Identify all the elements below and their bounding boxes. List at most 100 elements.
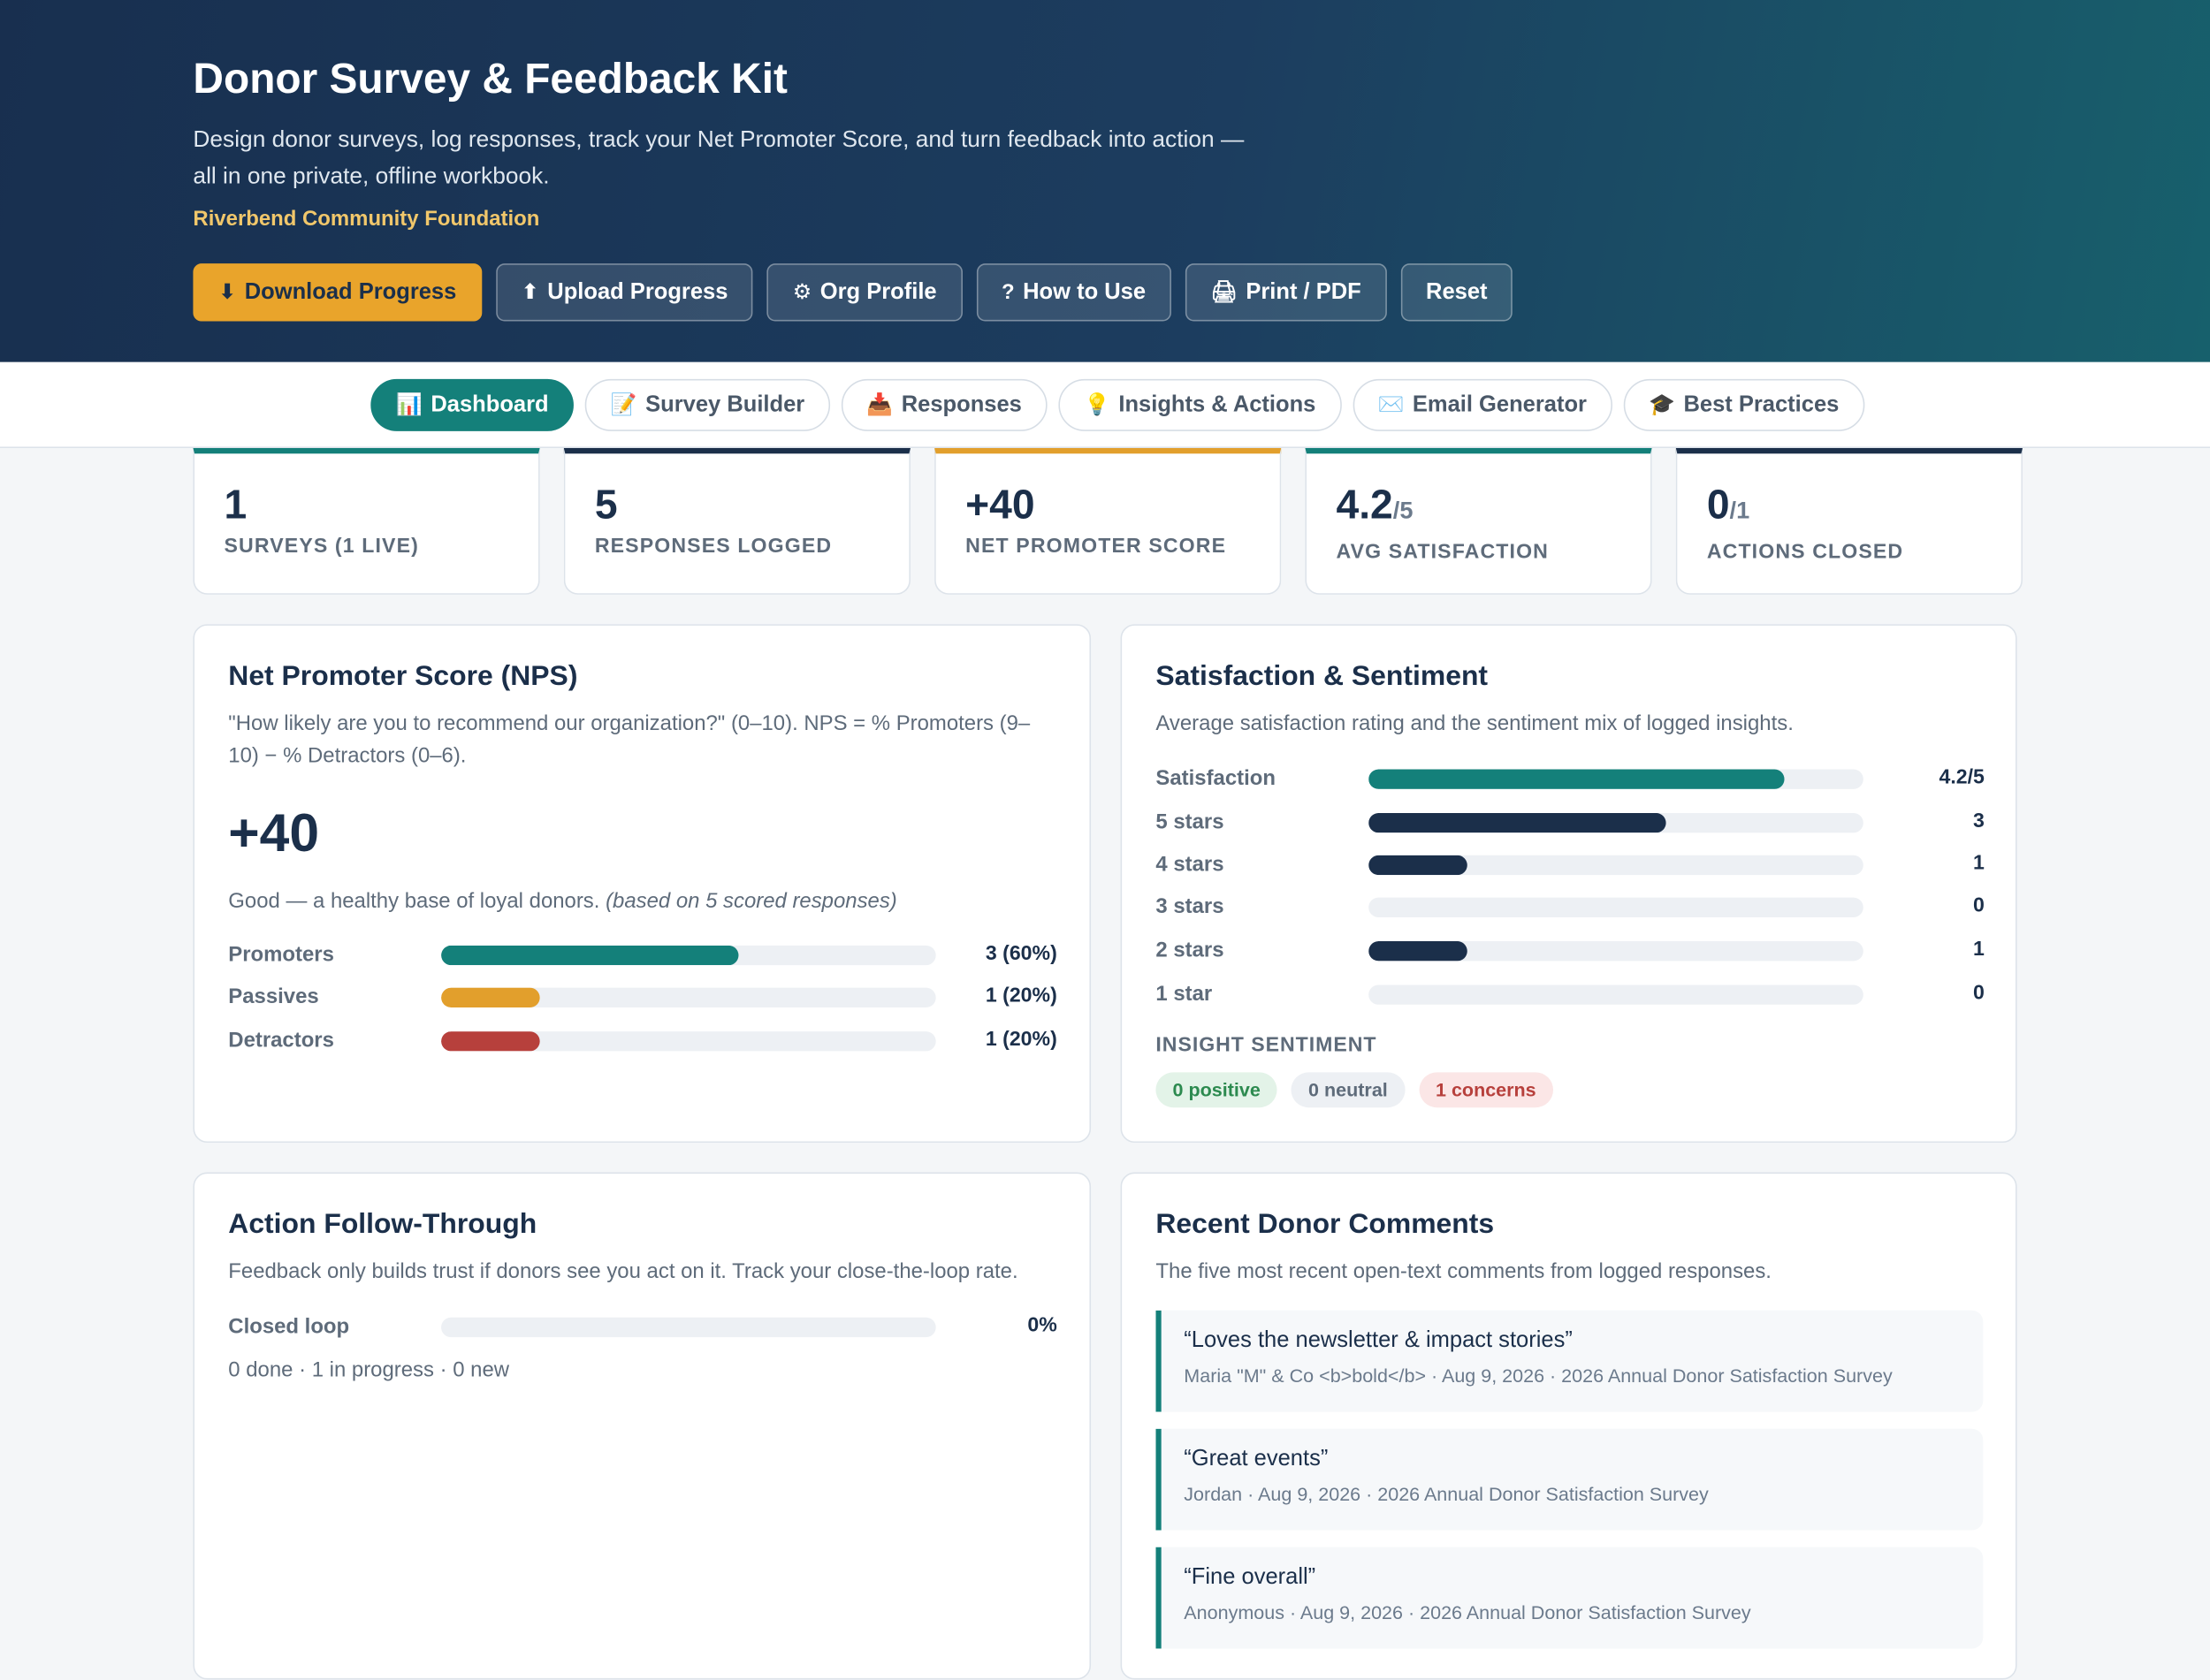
kpi-value: 4.2	[1336, 483, 1393, 528]
satisfaction-description: Average satisfaction rating and the sent…	[1155, 711, 1794, 736]
bar-value: 4.2/5	[1939, 766, 1985, 789]
kpi-label: AVG SATISFACTION	[1336, 541, 1549, 564]
how-to-use-button[interactable]: ? How to Use	[976, 263, 1171, 322]
kpi-value: +40	[965, 483, 1035, 528]
lightbulb-icon: 💡	[1084, 392, 1110, 417]
action-row-closed-loop: Closed loop 0%	[228, 1311, 1057, 1342]
tab-label: Insights & Actions	[1118, 392, 1316, 417]
org-profile-button[interactable]: ⚙ Org Profile	[767, 263, 963, 322]
nps-panel: Net Promoter Score (NPS) "How likely are…	[193, 624, 1092, 1144]
nps-summary: Good — a healthy base of loyal donors. (…	[228, 889, 896, 913]
action-panel: Action Follow-Through Feedback only buil…	[193, 1172, 1092, 1680]
kpi-actions-closed: 0/1 ACTIONS CLOSED	[1675, 448, 2023, 595]
comment-meta: Anonymous · Aug 9, 2026 · 2026 Annual Do…	[1184, 1601, 1751, 1623]
nps-score: +40	[228, 804, 320, 864]
nps-row-detractors: Detractors 1 (20%)	[228, 1024, 1057, 1055]
action-title: Action Follow-Through	[228, 1208, 537, 1241]
comment-text: “Great events”	[1184, 1447, 1329, 1471]
nps-row-passives: Passives 1 (20%)	[228, 981, 1057, 1012]
bar-fill	[1368, 855, 1468, 876]
tab-email-generator[interactable]: ✉️ Email Generator	[1352, 378, 1612, 431]
bar-track	[1368, 897, 1863, 917]
comment-text: “Loves the newsletter & impact stories”	[1184, 1328, 1573, 1353]
kpi-label: ACTIONS CLOSED	[1706, 541, 1904, 564]
sentiment-pills: 0 positive 0 neutral 1 concerns	[1155, 1072, 1553, 1108]
comment-text: “Fine overall”	[1184, 1565, 1316, 1590]
comments-list: “Loves the newsletter & impact stories” …	[1155, 1310, 1984, 1649]
question-icon: ?	[1001, 280, 1015, 305]
comment-meta: Jordan · Aug 9, 2026 · 2026 Annual Donor…	[1184, 1483, 1709, 1505]
bar-fill	[1368, 769, 1785, 789]
how-to-use-label: How to Use	[1023, 279, 1147, 304]
header-actions: ⬇ Download Progress ⬆ Upload Progress ⚙ …	[193, 263, 1513, 322]
nps-row-promoters: Promoters 3 (60%)	[228, 939, 1057, 969]
nps-title: Net Promoter Score (NPS)	[228, 660, 578, 692]
memo-icon: 📝	[610, 392, 637, 417]
print-pdf-button[interactable]: 🖨 Print / PDF	[1185, 263, 1387, 322]
bar-label: 5 stars	[1155, 809, 1224, 834]
satisfaction-row-average: Satisfaction 4.2/5	[1155, 763, 1985, 794]
tab-label: Dashboard	[431, 392, 549, 417]
gear-icon: ⚙	[792, 280, 812, 305]
bar-value: 3	[1973, 810, 1985, 833]
tab-bar: 📊 Dashboard 📝 Survey Builder 📥 Responses…	[0, 361, 2210, 449]
bar-fill	[441, 945, 738, 966]
kpi-responses: 5 RESPONSES LOGGED	[563, 448, 911, 595]
nps-description: "How likely are you to recommend our org…	[228, 711, 1031, 768]
kpi-value: 0	[1706, 483, 1730, 528]
tab-responses[interactable]: 📥 Responses	[841, 378, 1048, 431]
satisfaction-row-4-stars: 4 stars 1	[1155, 848, 1985, 879]
bar-track	[441, 945, 936, 966]
tab-insights-actions[interactable]: 💡 Insights & Actions	[1058, 378, 1342, 431]
tab-best-practices[interactable]: 🎓 Best Practices	[1623, 378, 1865, 431]
bar-value: 0	[1973, 982, 1985, 1005]
sentiment-label: INSIGHT SENTIMENT	[1155, 1034, 1377, 1057]
tab-label: Email Generator	[1412, 392, 1587, 417]
kpi-satisfaction: 4.2/5 AVG SATISFACTION	[1305, 448, 1652, 595]
upload-icon: ⬆	[521, 280, 539, 305]
reset-button[interactable]: Reset	[1400, 263, 1513, 322]
chart-icon: 📊	[396, 392, 423, 417]
envelope-icon: ✉️	[1377, 392, 1405, 417]
tab-dashboard[interactable]: 📊 Dashboard	[370, 378, 575, 431]
action-counts: 0 done · 1 in progress · 0 new	[228, 1358, 510, 1383]
tab-survey-builder[interactable]: 📝 Survey Builder	[585, 378, 830, 431]
org-profile-label: Org Profile	[819, 279, 937, 304]
bar-track	[441, 987, 936, 1007]
tab-label: Best Practices	[1683, 392, 1840, 417]
bar-value: 1 (20%)	[985, 984, 1057, 1007]
bar-value: 0	[1973, 894, 1985, 917]
bar-track	[1368, 984, 1863, 1005]
kpi-label: RESPONSES LOGGED	[594, 535, 833, 559]
kpi-nps: +40 NET PROMOTER SCORE	[934, 448, 1282, 595]
satisfaction-panel: Satisfaction & Sentiment Average satisfa…	[1120, 624, 2017, 1144]
bar-track	[1368, 941, 1863, 962]
sentiment-concerns-badge: 1 concerns	[1418, 1072, 1553, 1108]
printer-icon: 🖨	[1210, 280, 1238, 305]
org-name: Riverbend Community Foundation	[193, 207, 540, 232]
bar-track	[1368, 769, 1863, 789]
bar-fill	[441, 987, 540, 1007]
kpi-suffix: /1	[1729, 497, 1750, 525]
upload-progress-label: Upload Progress	[547, 279, 728, 304]
comments-description: The five most recent open-text comments …	[1155, 1259, 1772, 1284]
bar-fill	[441, 1031, 540, 1052]
download-progress-button[interactable]: ⬇ Download Progress	[193, 263, 483, 322]
bar-label: Satisfaction	[1155, 765, 1276, 790]
sentiment-positive-badge: 0 positive	[1155, 1072, 1277, 1108]
bar-value: 1	[1973, 938, 1985, 962]
app-header: Donor Survey & Feedback Kit Design donor…	[0, 0, 2210, 362]
bar-value: 1 (20%)	[985, 1028, 1057, 1052]
kpi-value: 5	[594, 483, 618, 528]
kpi-surveys: 1 SURVEYS (1 LIVE)	[193, 448, 540, 595]
upload-progress-button[interactable]: ⬆ Upload Progress	[495, 263, 754, 322]
bar-fill	[1368, 812, 1665, 833]
bar-label: Promoters	[228, 941, 334, 966]
app-title: Donor Survey & Feedback Kit	[193, 56, 788, 103]
graduation-cap-icon: 🎓	[1649, 392, 1675, 417]
comment-item: “Fine overall” Anonymous · Aug 9, 2026 ·…	[1155, 1547, 1984, 1649]
bar-track	[1368, 855, 1863, 876]
bar-label: Closed loop	[228, 1313, 350, 1338]
satisfaction-row-3-stars: 3 stars 0	[1155, 891, 1985, 922]
comments-title: Recent Donor Comments	[1155, 1208, 1495, 1241]
